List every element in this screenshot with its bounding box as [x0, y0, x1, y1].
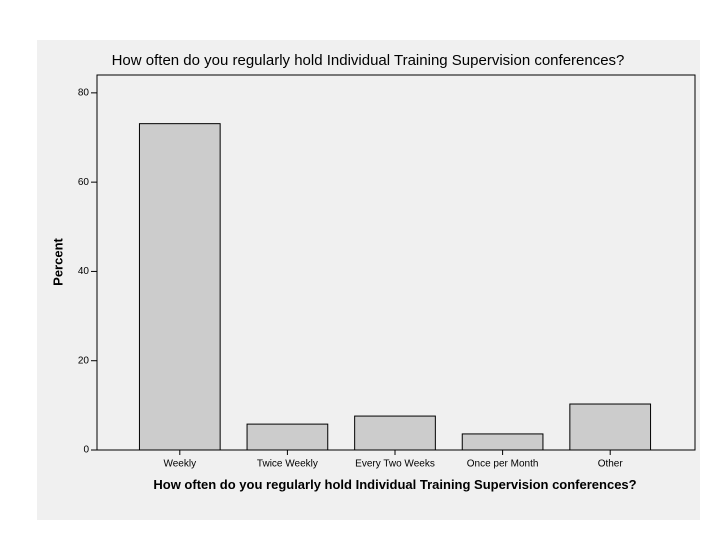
x-tick-label: Twice Weekly [257, 459, 318, 470]
y-axis-title: Percent [50, 237, 65, 285]
bar [569, 403, 652, 451]
bar [246, 423, 329, 451]
x-tick-label: Once per Month [467, 459, 539, 470]
x-tick-label: Every Two Weeks [355, 459, 435, 470]
bar [354, 415, 436, 451]
x-axis-title: How often do you regularly hold Individu… [153, 477, 637, 492]
y-tick-label: 20 [78, 355, 90, 366]
x-tick-label: Other [598, 459, 624, 470]
bar [461, 433, 544, 451]
x-tick-label: Weekly [163, 459, 196, 470]
y-tick-label: 80 [78, 87, 90, 98]
y-tick-label: 0 [83, 445, 89, 456]
y-tick-label: 60 [78, 177, 90, 188]
bar [138, 123, 221, 451]
y-tick-label: 40 [78, 266, 90, 277]
chart-title: How often do you regularly hold Individu… [112, 52, 625, 69]
